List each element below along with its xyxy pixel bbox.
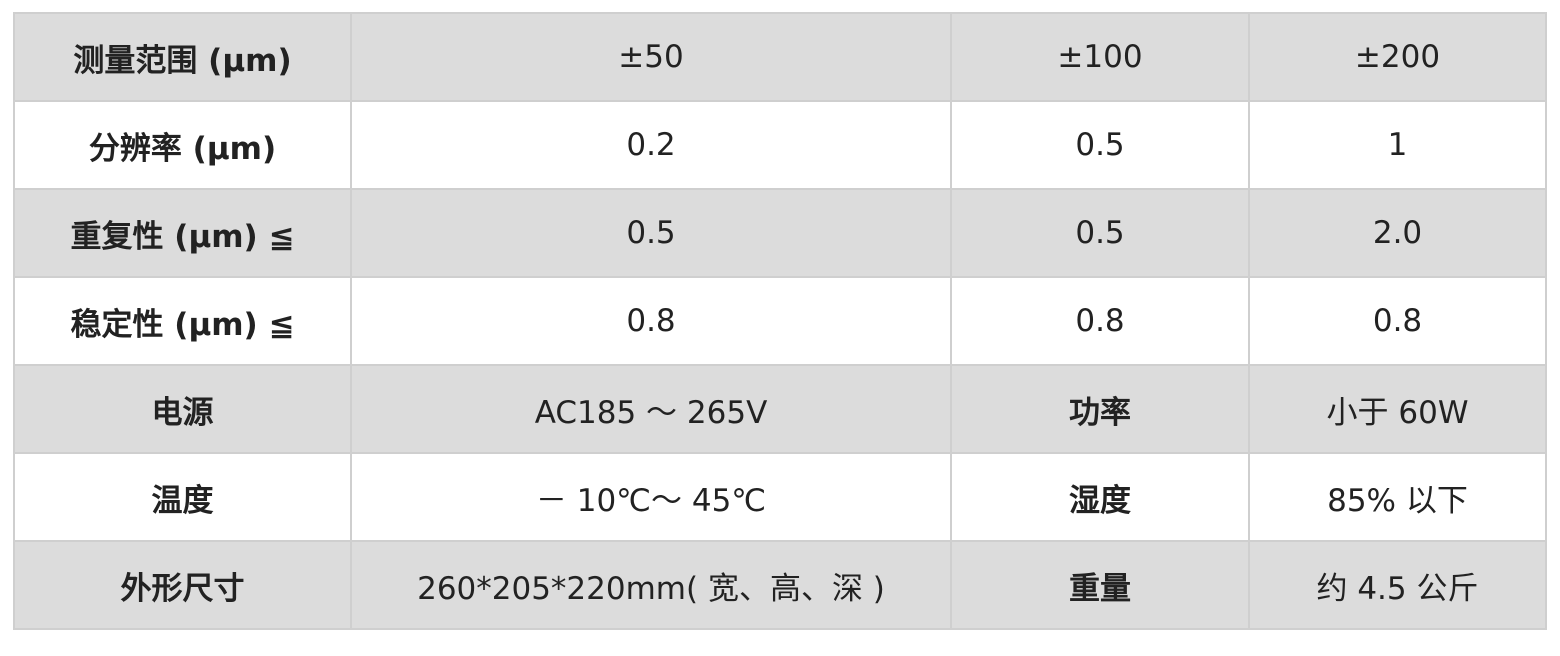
value-cell: 0.5: [350, 188, 952, 278]
row-label-cell: 分辨率 (µm): [13, 100, 352, 190]
row-label-cell: 电源: [13, 364, 352, 454]
value-cell: 约 4.5 公斤: [1248, 540, 1547, 630]
row-label-cell: 重复性 (µm) ≦: [13, 188, 352, 278]
value-cell: 260*205*220mm( 宽、高、深 ): [350, 540, 952, 630]
table-row: 稳定性 (µm) ≦ 0.8 0.8 0.8: [13, 276, 1547, 366]
table-row: 测量范围 (µm) ±50 ±100 ±200: [13, 12, 1547, 102]
spec-table: 测量范围 (µm) ±50 ±100 ±200 分辨率 (µm) 0.2 0.5 1 重复性 (…: [13, 12, 1547, 630]
table-row: 外形尺寸 260*205*220mm( 宽、高、深 ) 重量约 4.5 公斤: [13, 540, 1547, 630]
table-row: 分辨率 (µm) 0.2 0.5 1: [13, 100, 1547, 190]
value-cell: 1: [1248, 100, 1547, 190]
value-cell: ±200: [1248, 12, 1547, 102]
value-cell: 0.8: [350, 276, 952, 366]
row-label-cell: 重量: [950, 540, 1250, 630]
value-cell: AC185 ～ 265V: [350, 364, 952, 454]
row-label-cell: 功率: [950, 364, 1250, 454]
row-label-cell: 外形尺寸: [13, 540, 352, 630]
value-cell: 小于 60W: [1248, 364, 1547, 454]
value-cell: 85% 以下: [1248, 452, 1547, 542]
row-label-cell: 测量范围 (µm): [13, 12, 352, 102]
value-cell: 0.2: [350, 100, 952, 190]
table-row: 温度－ 10℃～ 45℃ 湿度 85% 以下: [13, 452, 1547, 542]
value-cell: 0.8: [1248, 276, 1547, 366]
row-label-cell: 湿度: [950, 452, 1250, 542]
value-cell: 0.8: [950, 276, 1250, 366]
value-cell: 0.5: [950, 188, 1250, 278]
row-label-cell: 稳定性 (µm) ≦: [13, 276, 352, 366]
table-row: 重复性 (µm) ≦ 0.5 0.5 2.0: [13, 188, 1547, 278]
row-label-cell: 温度: [13, 452, 352, 542]
table-row: 电源 AC185 ～ 265V 功率 小于 60W: [13, 364, 1547, 454]
value-cell: － 10℃～ 45℃: [350, 452, 952, 542]
value-cell: 0.5: [950, 100, 1250, 190]
value-cell: ±100: [950, 12, 1250, 102]
value-cell: ±50: [350, 12, 952, 102]
value-cell: 2.0: [1248, 188, 1547, 278]
